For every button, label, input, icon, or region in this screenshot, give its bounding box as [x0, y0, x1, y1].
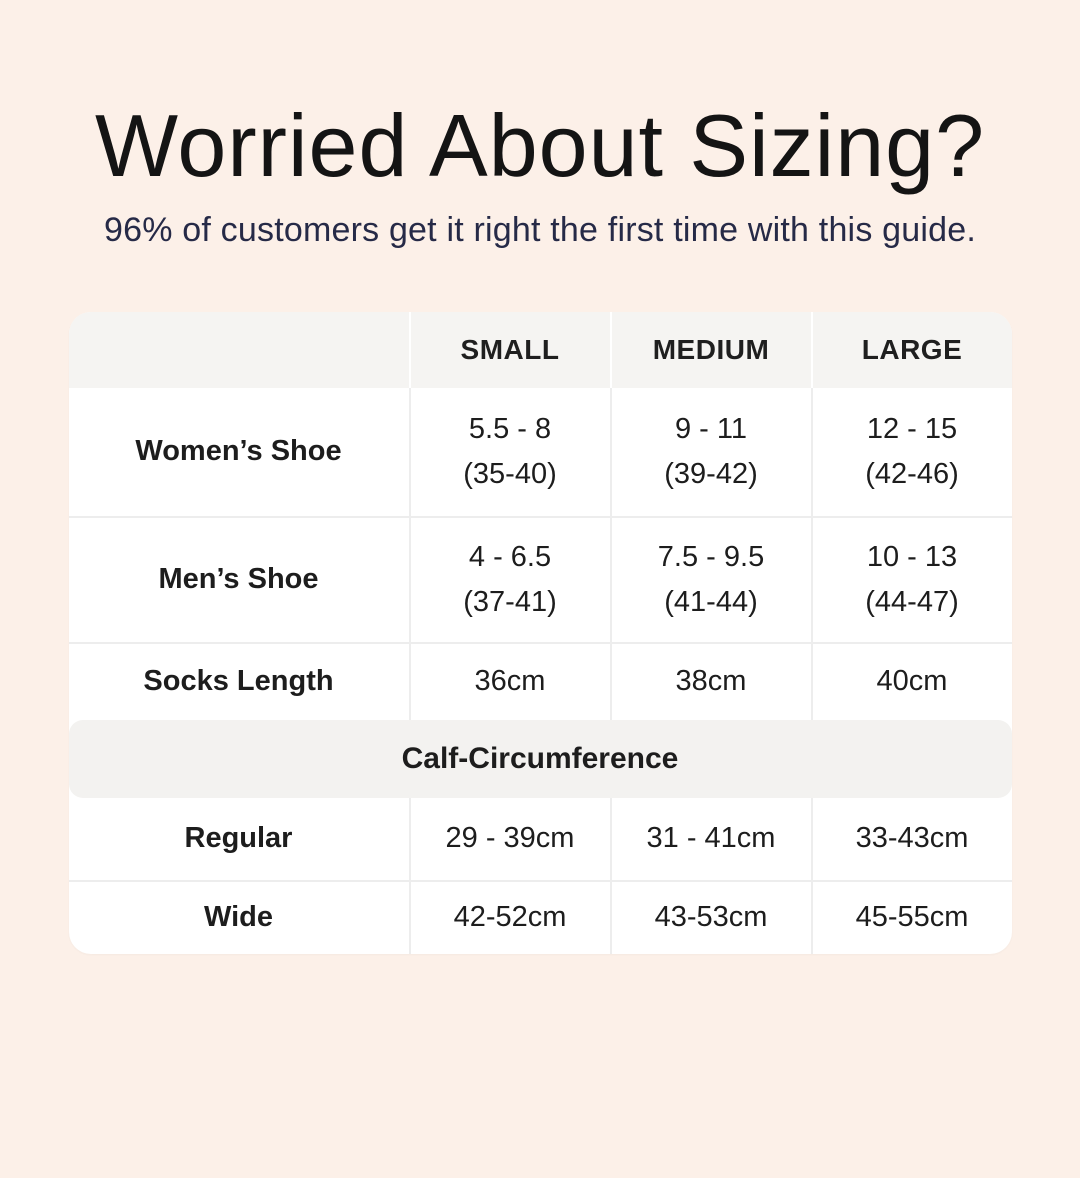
- cell-socks-medium: 38cm: [609, 643, 811, 720]
- header-cell-large: LARGE: [810, 311, 1012, 388]
- cell-regular-small: 29 - 39cm: [408, 797, 610, 880]
- cell-line: (37-41): [463, 585, 557, 618]
- table-row-wide: Wide 42-52cm 43-53cm 45-55cm: [68, 879, 1012, 954]
- cell-line: 5.5 - 8: [468, 412, 552, 445]
- row-label-womens-shoe: Women’s Shoe: [135, 435, 342, 468]
- cell-womens-small: 5.5 - 8 (35-40): [408, 387, 610, 516]
- cell-line: (44-47): [865, 585, 959, 618]
- cell-line: 12 - 15: [866, 412, 958, 445]
- cell-line: (35-40): [463, 457, 557, 490]
- cell-womens-medium: 9 - 11 (39-42): [609, 387, 811, 516]
- row-label-regular: Regular: [184, 822, 293, 855]
- cell-mens-large: 10 - 13 (44-47): [810, 517, 1012, 642]
- cell-line: 7.5 - 9.5: [657, 540, 765, 573]
- cell-regular-medium: 31 - 41cm: [609, 797, 811, 880]
- calf-circumference-band: Calf-Circumference: [68, 719, 1012, 798]
- cell-line: (39-42): [664, 457, 758, 490]
- cell-line: 9 - 11: [674, 412, 747, 445]
- page-subtitle: 96% of customers get it right the first …: [103, 210, 976, 249]
- cell-socks-small: 36cm: [408, 643, 610, 720]
- cell-wide-medium: 43-53cm: [609, 881, 811, 954]
- header-cell-empty: [69, 312, 409, 388]
- cell-line: 4 - 6.5: [468, 540, 552, 573]
- calf-circumference-label: Calf-Circumference: [401, 741, 679, 775]
- table-row-regular: Regular 29 - 39cm 31 - 41cm 33-43cm: [69, 797, 1012, 880]
- cell-mens-medium: 7.5 - 9.5 (41-44): [609, 517, 811, 642]
- row-label-wide: Wide: [203, 901, 274, 934]
- cell-line: 10 - 13: [866, 540, 958, 573]
- cell-line: (41-44): [664, 585, 758, 618]
- sizing-table: SMALL MEDIUM LARGE Women’s Shoe 5.5 - 8 …: [68, 311, 1012, 954]
- cell-line: (42-46): [865, 457, 959, 490]
- cell-mens-small: 4 - 6.5 (37-41): [408, 517, 610, 642]
- row-label-socks-length: Socks Length: [143, 665, 334, 698]
- table-header-row: SMALL MEDIUM LARGE: [68, 311, 1012, 388]
- cell-wide-large: 45-55cm: [810, 881, 1012, 954]
- cell-regular-large: 33-43cm: [810, 797, 1012, 880]
- cell-wide-small: 42-52cm: [408, 881, 610, 954]
- hero-section: Worried About Sizing? 96% of customers g…: [0, 96, 1080, 250]
- table-row-socks-length: Socks Length 36cm 38cm 40cm: [68, 641, 1012, 720]
- header-cell-medium: MEDIUM: [609, 311, 811, 388]
- cell-womens-large: 12 - 15 (42-46): [810, 387, 1012, 516]
- cell-socks-large: 40cm: [810, 643, 1012, 720]
- table-row-mens-shoe: Men’s Shoe 4 - 6.5 (37-41) 7.5 - 9.5 (41…: [68, 515, 1012, 642]
- row-label-mens-shoe: Men’s Shoe: [158, 563, 319, 596]
- header-cell-small: SMALL: [408, 311, 610, 388]
- table-row-womens-shoe: Women’s Shoe 5.5 - 8 (35-40) 9 - 11 (39-…: [69, 387, 1012, 516]
- page-title: Worried About Sizing?: [94, 96, 986, 195]
